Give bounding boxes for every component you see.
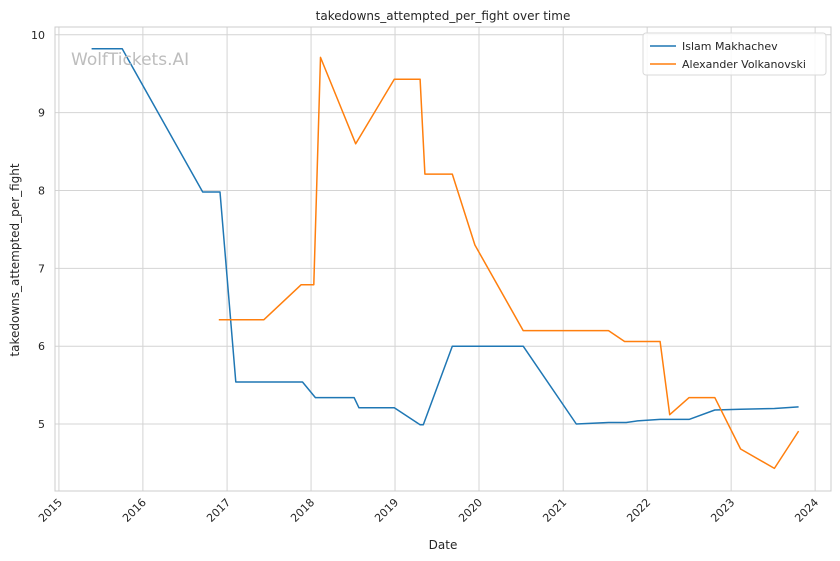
y-tick-label: 10 <box>31 29 45 42</box>
y-tick-label: 6 <box>38 340 45 353</box>
y-tick-label: 5 <box>38 418 45 431</box>
y-axis-ticks: 5 6 7 8 9 10 <box>31 29 45 431</box>
y-tick-label: 8 <box>38 184 45 197</box>
grid <box>55 27 831 491</box>
legend-label: Alexander Volkanovski <box>682 58 806 71</box>
series-layer <box>91 48 800 470</box>
x-axis-label: Date <box>429 538 458 552</box>
watermark: WolfTickets.AI <box>71 50 189 70</box>
y-axis-label: takedowns_attempted_per_fight <box>8 163 22 356</box>
chart-title: takedowns_attempted_per_fight over time <box>316 9 571 23</box>
plot-frame <box>54 26 832 492</box>
x-axis-ticks: 2015 2016 2017 2018 2019 2020 2021 2022 2023 2024 <box>36 496 821 525</box>
legend: Islam Makhachev Alexander Volkanovski <box>642 32 827 76</box>
y-tick-label: 7 <box>38 262 45 275</box>
series-line <box>218 56 800 470</box>
y-tick-label: 9 <box>38 107 45 120</box>
series-line <box>91 48 799 426</box>
legend-box <box>642 32 827 76</box>
legend-label: Islam Makhachev <box>682 40 778 53</box>
